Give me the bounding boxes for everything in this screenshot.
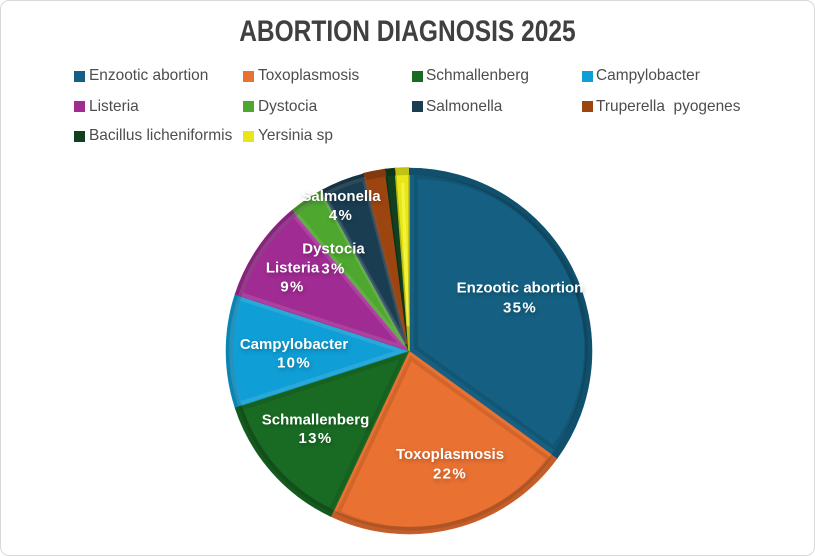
svg-text:10%: 10%	[277, 355, 311, 372]
svg-text:3%: 3%	[321, 261, 345, 278]
svg-text:35%: 35%	[503, 300, 537, 317]
svg-text:Campylobacter: Campylobacter	[240, 336, 349, 353]
svg-text:Enzootic abortion: Enzootic abortion	[457, 280, 584, 297]
svg-text:Toxoplasmosis: Toxoplasmosis	[396, 446, 504, 463]
svg-text:13%: 13%	[299, 430, 333, 447]
svg-text:Salmonella: Salmonella	[301, 188, 381, 205]
svg-text:4%: 4%	[329, 207, 353, 224]
svg-text:Schmallenberg: Schmallenberg	[262, 411, 370, 428]
svg-text:Listeria: Listeria	[266, 260, 320, 277]
svg-text:22%: 22%	[433, 465, 467, 482]
svg-text:Dystocia: Dystocia	[302, 241, 365, 258]
svg-text:9%: 9%	[280, 279, 304, 296]
